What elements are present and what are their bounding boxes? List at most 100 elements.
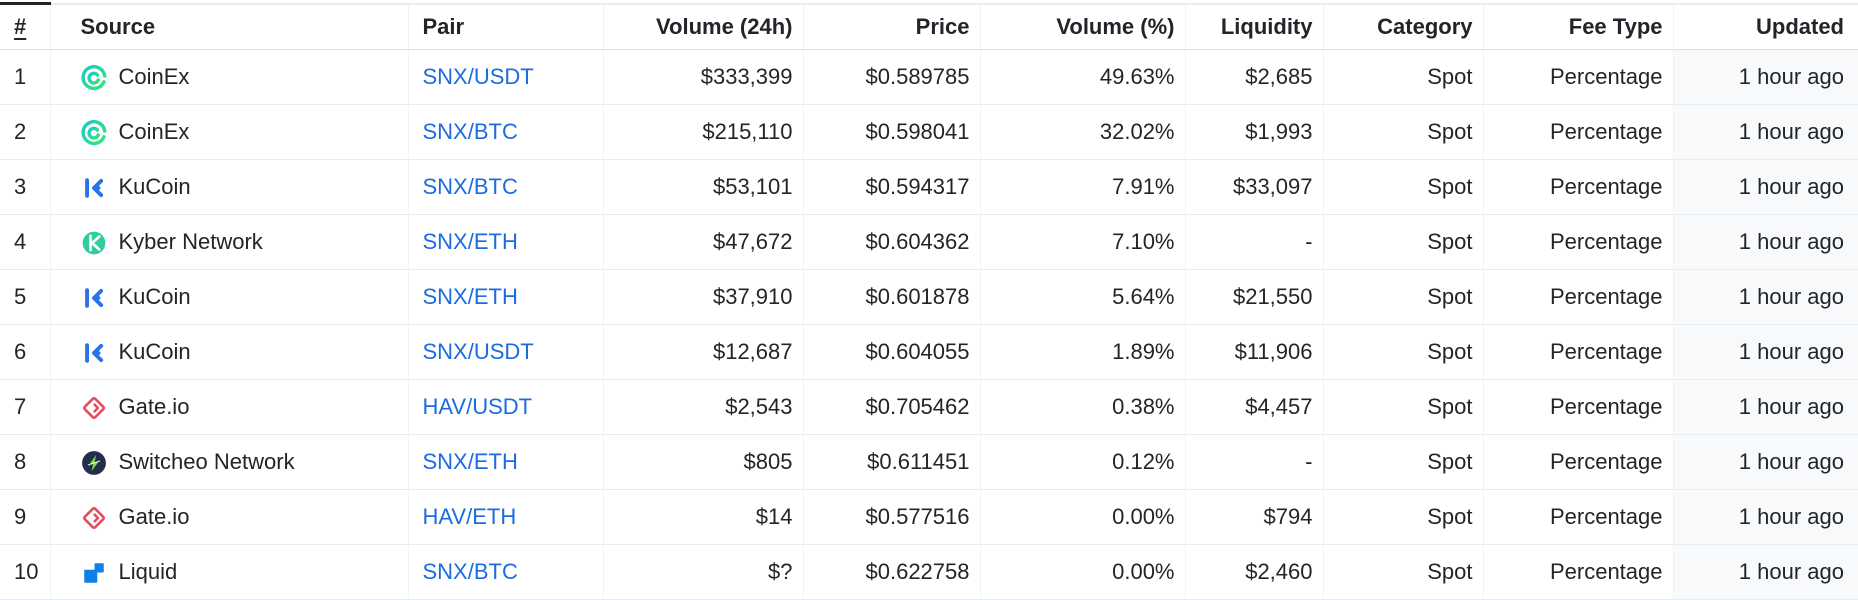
category-cell: Spot bbox=[1323, 434, 1484, 490]
table-row: 4 Kyber Network SNX/ETH $47,672 $0.604362 7.1… bbox=[0, 214, 1858, 270]
kucoin-icon bbox=[81, 175, 107, 201]
source-cell: KuCoin bbox=[50, 324, 409, 380]
pair-link[interactable]: SNX/BTC bbox=[422, 174, 518, 199]
liquidity-cell: $1,993 bbox=[1185, 104, 1324, 160]
updated-cell: 1 hour ago bbox=[1673, 159, 1858, 215]
rank-cell: 1 bbox=[0, 49, 51, 105]
liquidity-cell: $33,097 bbox=[1185, 159, 1324, 215]
pair-link[interactable]: HAV/USDT bbox=[422, 394, 533, 419]
source-cell: KuCoin bbox=[50, 159, 409, 215]
volume-pct-cell: 32.02% bbox=[980, 104, 1186, 160]
source-cell: CoinEx bbox=[50, 49, 409, 105]
header-row: # Source Pair Volume (24h) Price Volume (%) Li… bbox=[0, 2, 1858, 50]
fee-type-cell: Percentage bbox=[1483, 489, 1674, 545]
switcheo-network-icon bbox=[81, 450, 107, 476]
volume-pct-cell: 0.12% bbox=[980, 434, 1186, 490]
volume-24h-cell: $37,910 bbox=[603, 269, 804, 325]
table-row: 6 KuCoin SNX/USDT $12,687 $0.604055 1.89% $11,… bbox=[0, 324, 1858, 380]
exchange-name: CoinEx bbox=[118, 119, 190, 145]
fee-type-cell: Percentage bbox=[1483, 269, 1674, 325]
category-cell: Spot bbox=[1323, 269, 1484, 325]
table-header: # Source Pair Volume (24h) Price Volume (%) Li… bbox=[0, 2, 1858, 50]
pair-cell: HAV/ETH bbox=[408, 489, 604, 545]
volume-pct-cell: 0.38% bbox=[980, 379, 1186, 435]
price-cell: $0.601878 bbox=[803, 269, 981, 325]
column-header-updated[interactable]: Updated bbox=[1673, 2, 1858, 50]
updated-cell: 1 hour ago bbox=[1673, 489, 1858, 545]
column-header-volume_pct[interactable]: Volume (%) bbox=[980, 2, 1186, 50]
pair-link[interactable]: SNX/ETH bbox=[422, 284, 518, 309]
source-cell: Switcheo Network bbox=[50, 434, 409, 490]
pair-link[interactable]: HAV/ETH bbox=[422, 504, 517, 529]
updated-cell: 1 hour ago bbox=[1673, 379, 1858, 435]
column-header-price[interactable]: Price bbox=[803, 2, 981, 50]
price-cell: $0.604362 bbox=[803, 214, 981, 270]
table-row: 2 CoinEx SNX/BTC $215,110 $0.598041 32.02% $1,… bbox=[0, 104, 1858, 160]
volume-pct-cell: 0.00% bbox=[980, 489, 1186, 545]
rank-cell: 4 bbox=[0, 214, 51, 270]
rank-cell: 3 bbox=[0, 159, 51, 215]
exchange-name: KuCoin bbox=[118, 174, 191, 200]
volume-pct-cell: 0.00% bbox=[980, 544, 1186, 600]
updated-cell: 1 hour ago bbox=[1673, 434, 1858, 490]
liquidity-cell: $2,685 bbox=[1185, 49, 1324, 105]
pair-cell: SNX/ETH bbox=[408, 434, 604, 490]
gate-io-icon bbox=[81, 395, 107, 421]
fee-type-cell: Percentage bbox=[1483, 159, 1674, 215]
kyber-network-icon bbox=[81, 230, 107, 256]
coinex-icon bbox=[80, 64, 107, 91]
volume-pct-cell: 5.64% bbox=[980, 269, 1186, 325]
column-header-category[interactable]: Category bbox=[1323, 2, 1484, 50]
column-header-rank[interactable]: # bbox=[0, 2, 51, 50]
pair-cell: SNX/USDT bbox=[408, 324, 604, 380]
kucoin-icon bbox=[81, 340, 107, 366]
pair-cell: SNX/USDT bbox=[408, 49, 604, 105]
table-row: 3 KuCoin SNX/BTC $53,101 $0.594317 7.91% $33,0… bbox=[0, 159, 1858, 215]
pair-link[interactable]: SNX/USDT bbox=[422, 64, 534, 89]
pair-cell: HAV/USDT bbox=[408, 379, 604, 435]
table-row: 5 KuCoin SNX/ETH $37,910 $0.601878 5.64% $21,5… bbox=[0, 269, 1858, 325]
pair-cell: SNX/BTC bbox=[408, 159, 604, 215]
volume-24h-cell: $14 bbox=[603, 489, 804, 545]
rank-cell: 8 bbox=[0, 434, 51, 490]
volume-24h-cell: $333,399 bbox=[603, 49, 804, 105]
kucoin-icon bbox=[81, 285, 107, 311]
table-row: 1 CoinEx SNX/USDT $333,399 $0.589785 49.63% $2… bbox=[0, 49, 1858, 105]
category-cell: Spot bbox=[1323, 379, 1484, 435]
volume-24h-cell: $12,687 bbox=[603, 324, 804, 380]
column-header-pair[interactable]: Pair bbox=[408, 2, 604, 50]
price-cell: $0.577516 bbox=[803, 489, 981, 545]
column-header-fee_type[interactable]: Fee Type bbox=[1483, 2, 1674, 50]
pair-link[interactable]: SNX/BTC bbox=[422, 119, 518, 144]
rank-cell: 5 bbox=[0, 269, 51, 325]
updated-cell: 1 hour ago bbox=[1673, 269, 1858, 325]
category-cell: Spot bbox=[1323, 544, 1484, 600]
pair-cell: SNX/BTC bbox=[408, 544, 604, 600]
updated-cell: 1 hour ago bbox=[1673, 104, 1858, 160]
volume-pct-cell: 1.89% bbox=[980, 324, 1186, 380]
column-header-liquidity[interactable]: Liquidity bbox=[1185, 2, 1324, 50]
volume-24h-cell: $? bbox=[603, 544, 804, 600]
table-body: 1 CoinEx SNX/USDT $333,399 $0.589785 49.63% $2… bbox=[0, 49, 1858, 600]
liquidity-cell: - bbox=[1185, 434, 1324, 490]
rank-cell: 10 bbox=[0, 544, 51, 600]
gate-io-icon bbox=[81, 505, 107, 531]
exchange-name: KuCoin bbox=[118, 339, 191, 365]
pair-link[interactable]: SNX/BTC bbox=[422, 559, 518, 584]
fee-type-cell: Percentage bbox=[1483, 544, 1674, 600]
column-header-volume_24h[interactable]: Volume (24h) bbox=[603, 2, 804, 50]
pair-cell: SNX/ETH bbox=[408, 269, 604, 325]
price-cell: $0.622758 bbox=[803, 544, 981, 600]
liquidity-cell: $2,460 bbox=[1185, 544, 1324, 600]
pair-link[interactable]: SNX/ETH bbox=[422, 229, 518, 254]
rank-cell: 2 bbox=[0, 104, 51, 160]
column-header-source[interactable]: Source bbox=[50, 2, 409, 50]
pair-link[interactable]: SNX/ETH bbox=[422, 449, 518, 474]
volume-24h-cell: $2,543 bbox=[603, 379, 804, 435]
pair-link[interactable]: SNX/USDT bbox=[422, 339, 534, 364]
fee-type-cell: Percentage bbox=[1483, 324, 1674, 380]
updated-cell: 1 hour ago bbox=[1673, 49, 1858, 105]
category-cell: Spot bbox=[1323, 159, 1484, 215]
category-cell: Spot bbox=[1323, 489, 1484, 545]
pair-cell: SNX/ETH bbox=[408, 214, 604, 270]
